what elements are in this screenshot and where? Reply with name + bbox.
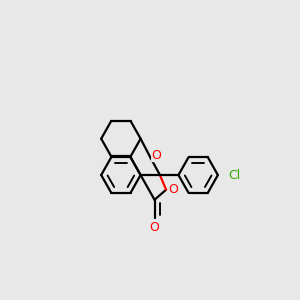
- Text: Cl: Cl: [228, 169, 240, 182]
- Text: O: O: [169, 183, 178, 196]
- Text: O: O: [152, 148, 161, 162]
- Text: O: O: [150, 221, 160, 234]
